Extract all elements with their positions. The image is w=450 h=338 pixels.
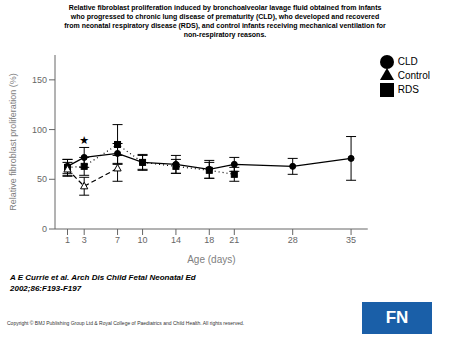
html-text:CLD: CLD [397,55,418,67]
html-text:who progressed to chronic lung: who progressed to chronic lung disease o… [70,13,380,20]
html-text:from neonatal respiratory dise: from neonatal respiratory disease (RDS),… [64,22,386,29]
svg-text:0: 0 [42,224,47,234]
svg-text:★: ★ [79,134,89,146]
html-text:A E Currie et al. Arch Dis Chi: A E Currie et al. Arch Dis Child Fetal N… [10,273,196,282]
html-text:Relative fibroblast proliferat: Relative fibroblast proliferation induce… [68,4,382,11]
html-text:Control: Control [397,69,430,81]
svg-text:14: 14 [171,235,181,245]
html-text:2002;86:F193-F197: 2002;86:F193-F197 [10,284,82,293]
html-text:non-respiratory reasons.: non-respiratory reasons. [183,31,267,38]
html-text:FN: FN [385,308,409,327]
svg-text:28: 28 [288,235,298,245]
svg-text:10: 10 [138,235,148,245]
html-text:RDS: RDS [397,83,419,95]
svg-text:50: 50 [37,174,47,184]
svg-text:7: 7 [115,235,120,245]
svg-text:3: 3 [82,235,87,245]
svg-text:Age (days): Age (days) [187,254,235,265]
svg-text:18: 18 [204,235,214,245]
html-text:Copyright © BMJ Publishing Gro: Copyright © BMJ Publishing Group Ltd & R… [7,320,245,326]
svg-text:21: 21 [229,235,239,245]
svg-text:150: 150 [32,75,47,85]
svg-text:Relative fibroblast proliferat: Relative fibroblast proliferation (%) [8,73,18,211]
svg-text:100: 100 [32,125,47,135]
svg-text:35: 35 [346,235,356,245]
svg-text:1: 1 [65,235,70,245]
